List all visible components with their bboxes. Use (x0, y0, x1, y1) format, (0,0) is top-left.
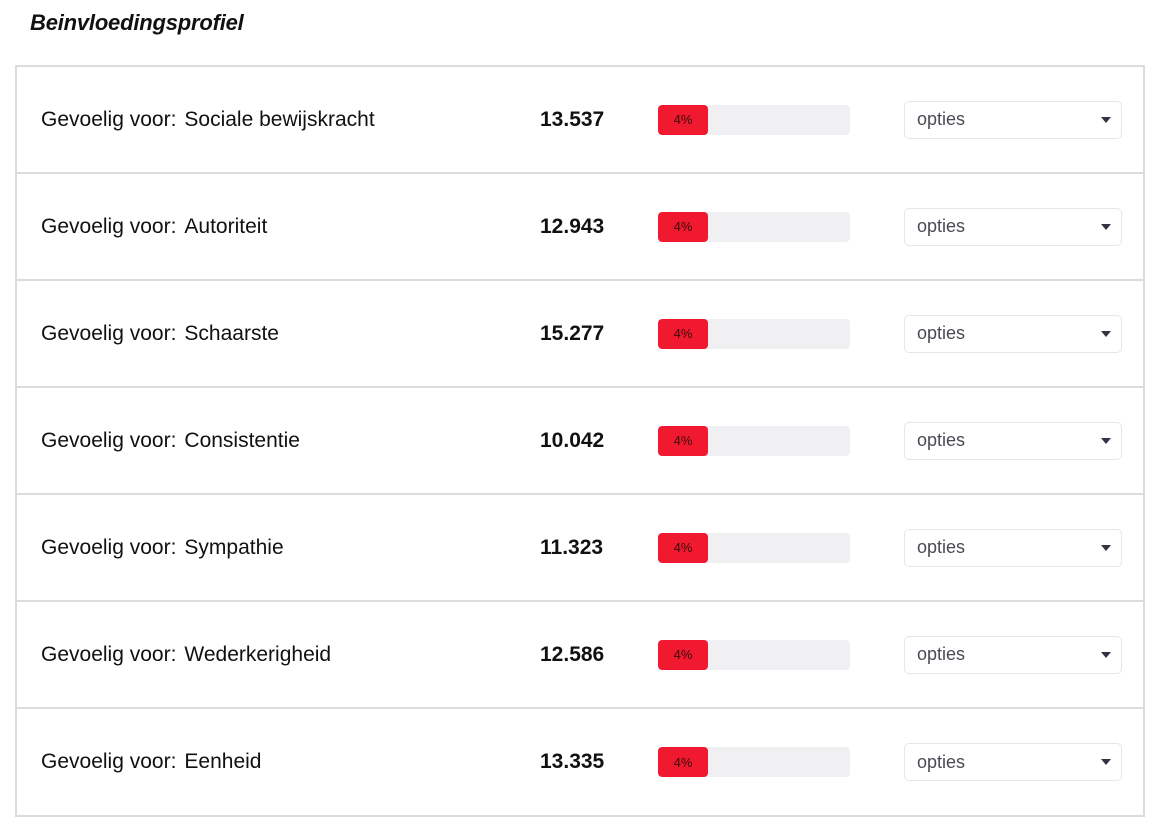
row-prefix: Gevoelig voor: (41, 750, 177, 773)
row-trait: Eenheid (184, 750, 262, 773)
progress-bar: 4% (658, 211, 850, 242)
table-row: Gevoelig voor: Autoriteit 12.943 4% optie… (17, 174, 1143, 281)
row-prefix: Gevoelig voor: (41, 214, 177, 238)
progress-fill: 4% (658, 747, 708, 777)
row-label: Gevoelig voor: Eenheid (41, 750, 261, 774)
table-row: Gevoelig voor: Schaarste 15.277 4% opties (17, 281, 1143, 388)
row-label: Gevoelig voor: Schaarste (41, 322, 279, 346)
table-row: Gevoelig voor: Wederkerigheid 12.586 4% o… (17, 602, 1143, 709)
progress-fill: 4% (658, 639, 708, 670)
progress-bar: 4% (658, 639, 850, 670)
progress-bar: 4% (658, 532, 850, 563)
row-score: 13.335 (540, 750, 605, 773)
options-dropdown-value: opties (917, 323, 966, 343)
caret-down-icon (1101, 223, 1111, 230)
options-dropdown-value: opties (917, 216, 966, 236)
table-row: Gevoelig voor: Consistentie 10.042 4% opt… (17, 388, 1143, 495)
table-row: Gevoelig voor: Eenheid 13.335 4% opties (17, 709, 1143, 815)
row-trait: Consistentie (184, 428, 300, 452)
row-trait: Schaarste (184, 321, 279, 345)
row-prefix: Gevoelig voor: (41, 428, 177, 452)
options-dropdown-value: opties (917, 644, 966, 664)
progress-bar: 4% (658, 104, 850, 135)
row-label: Gevoelig voor: Autoriteit (41, 215, 267, 239)
options-dropdown-value: opties (917, 109, 966, 129)
options-dropdown[interactable]: opties (904, 314, 1122, 353)
options-dropdown[interactable]: opties (904, 635, 1122, 674)
row-prefix: Gevoelig voor: (41, 107, 177, 131)
options-dropdown[interactable]: opties (904, 528, 1122, 567)
caret-down-icon (1101, 759, 1111, 765)
progress-bar: 4% (658, 318, 850, 349)
row-score: 15.277 (540, 321, 605, 345)
options-dropdown[interactable]: opties (904, 421, 1122, 460)
row-label: Gevoelig voor: Consistentie (41, 429, 300, 453)
row-trait: Autoriteit (184, 214, 268, 238)
row-prefix: Gevoelig voor: (41, 535, 177, 559)
page-title: Beinvloedingsprofiel (30, 10, 244, 35)
caret-down-icon (1101, 544, 1111, 551)
row-label: Gevoelig voor: Sympathie (41, 536, 284, 560)
row-score: 12.586 (540, 642, 605, 666)
table-row: Gevoelig voor: Sympathie 11.323 4% opties (17, 495, 1143, 602)
caret-down-icon (1101, 330, 1111, 337)
caret-down-icon (1101, 651, 1111, 658)
progress-fill: 4% (658, 211, 708, 242)
row-label: Gevoelig voor: Sociale bewijskracht (41, 108, 375, 132)
row-trait: Sympathie (184, 535, 284, 559)
options-dropdown[interactable]: opties (904, 100, 1122, 139)
row-trait: Sociale bewijskracht (184, 107, 375, 131)
progress-fill: 4% (658, 425, 708, 456)
influence-profile-table: Gevoelig voor: Sociale bewijskracht 13.53… (15, 65, 1145, 817)
table-row: Gevoelig voor: Sociale bewijskracht 13.53… (17, 67, 1143, 174)
row-score: 10.042 (540, 428, 605, 452)
row-label: Gevoelig voor: Wederkerigheid (41, 643, 331, 667)
row-trait: Wederkerigheid (184, 642, 332, 666)
progress-fill: 4% (658, 318, 708, 349)
progress-fill: 4% (658, 532, 708, 563)
options-dropdown[interactable]: opties (904, 207, 1122, 246)
row-prefix: Gevoelig voor: (41, 321, 177, 345)
progress-bar: 4% (658, 425, 850, 456)
row-prefix: Gevoelig voor: (41, 642, 177, 666)
row-score: 13.537 (540, 107, 605, 131)
caret-down-icon (1101, 437, 1111, 444)
row-score: 12.943 (540, 214, 605, 238)
progress-fill: 4% (658, 104, 708, 135)
progress-bar: 4% (658, 747, 850, 777)
row-score: 11.323 (540, 535, 604, 559)
options-dropdown-value: opties (917, 430, 966, 450)
options-dropdown[interactable]: opties (904, 743, 1122, 781)
caret-down-icon (1101, 116, 1111, 123)
options-dropdown-value: opties (917, 751, 966, 772)
options-dropdown-value: opties (917, 537, 966, 557)
